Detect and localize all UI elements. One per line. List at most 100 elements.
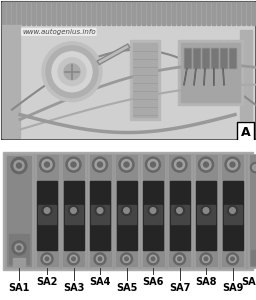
Bar [167, 2, 169, 25]
Text: SA9: SA9 [222, 283, 243, 293]
Circle shape [151, 162, 155, 167]
Bar [17, 2, 19, 25]
Circle shape [71, 208, 76, 213]
Bar [220, 48, 227, 68]
Bar [251, 250, 256, 265]
Bar [9, 208, 29, 228]
Bar [132, 2, 134, 25]
Bar [12, 2, 15, 25]
Bar [87, 2, 90, 25]
Circle shape [69, 160, 79, 170]
Circle shape [177, 162, 182, 167]
Circle shape [200, 253, 212, 265]
Bar [72, 2, 74, 25]
Bar [157, 2, 159, 25]
Bar [144, 206, 162, 224]
Circle shape [228, 160, 238, 170]
Text: SA10: SA10 [241, 277, 256, 287]
Bar [107, 2, 110, 25]
Bar [52, 2, 55, 25]
Circle shape [95, 206, 105, 215]
Bar [63, 155, 84, 266]
Bar [133, 43, 157, 117]
Bar [114, 154, 138, 268]
Circle shape [71, 162, 76, 167]
Bar [182, 2, 185, 25]
Bar [227, 2, 229, 25]
Circle shape [178, 257, 181, 261]
Bar [2, 2, 254, 25]
Bar [196, 181, 216, 250]
Bar [137, 2, 140, 25]
Bar [118, 206, 135, 224]
Bar [5, 154, 251, 268]
Circle shape [92, 157, 108, 172]
Bar [187, 2, 189, 25]
Text: SA3: SA3 [63, 283, 84, 293]
Bar [169, 181, 189, 250]
Bar [57, 2, 59, 25]
Circle shape [46, 46, 98, 98]
Circle shape [125, 257, 128, 261]
Circle shape [97, 208, 103, 213]
Text: SA6: SA6 [142, 277, 164, 287]
Bar [222, 155, 243, 266]
Circle shape [177, 208, 182, 213]
Circle shape [227, 253, 239, 265]
Circle shape [124, 208, 129, 213]
Bar [7, 2, 9, 25]
Circle shape [148, 160, 158, 170]
Bar [5, 154, 33, 268]
Circle shape [119, 157, 134, 172]
Text: SA8: SA8 [195, 277, 217, 287]
Bar [90, 155, 111, 266]
Circle shape [17, 246, 21, 250]
Bar [207, 2, 209, 25]
Circle shape [251, 163, 256, 172]
Bar [167, 154, 191, 268]
Bar [32, 2, 35, 25]
Bar [193, 48, 200, 68]
Circle shape [228, 206, 238, 215]
Bar [242, 2, 244, 25]
Bar [203, 49, 208, 67]
Circle shape [52, 52, 92, 92]
Circle shape [175, 160, 185, 170]
Bar [252, 2, 254, 25]
Bar [237, 2, 240, 25]
Circle shape [229, 255, 236, 262]
Bar [177, 2, 179, 25]
Circle shape [148, 206, 158, 215]
Circle shape [201, 206, 211, 215]
Bar [2, 25, 20, 137]
Bar [97, 2, 100, 25]
Bar [22, 2, 25, 25]
Circle shape [70, 255, 77, 262]
Bar [65, 206, 82, 224]
Circle shape [202, 255, 209, 262]
Text: A: A [241, 125, 251, 139]
Bar [184, 48, 191, 68]
Bar [91, 206, 109, 224]
Circle shape [147, 253, 159, 265]
Circle shape [94, 253, 106, 265]
Circle shape [69, 206, 79, 215]
Circle shape [41, 253, 53, 265]
Bar [90, 181, 110, 250]
Bar [2, 2, 5, 25]
Circle shape [150, 255, 156, 262]
Bar [247, 2, 250, 25]
Circle shape [45, 257, 49, 261]
Circle shape [42, 42, 102, 102]
Bar [185, 49, 190, 67]
Bar [27, 2, 29, 25]
Bar [63, 181, 83, 250]
Bar [35, 154, 59, 268]
Circle shape [231, 257, 234, 261]
Circle shape [12, 241, 26, 255]
Bar [62, 2, 65, 25]
Circle shape [145, 157, 161, 172]
Bar [248, 154, 256, 268]
Circle shape [11, 158, 27, 174]
Circle shape [122, 206, 132, 215]
